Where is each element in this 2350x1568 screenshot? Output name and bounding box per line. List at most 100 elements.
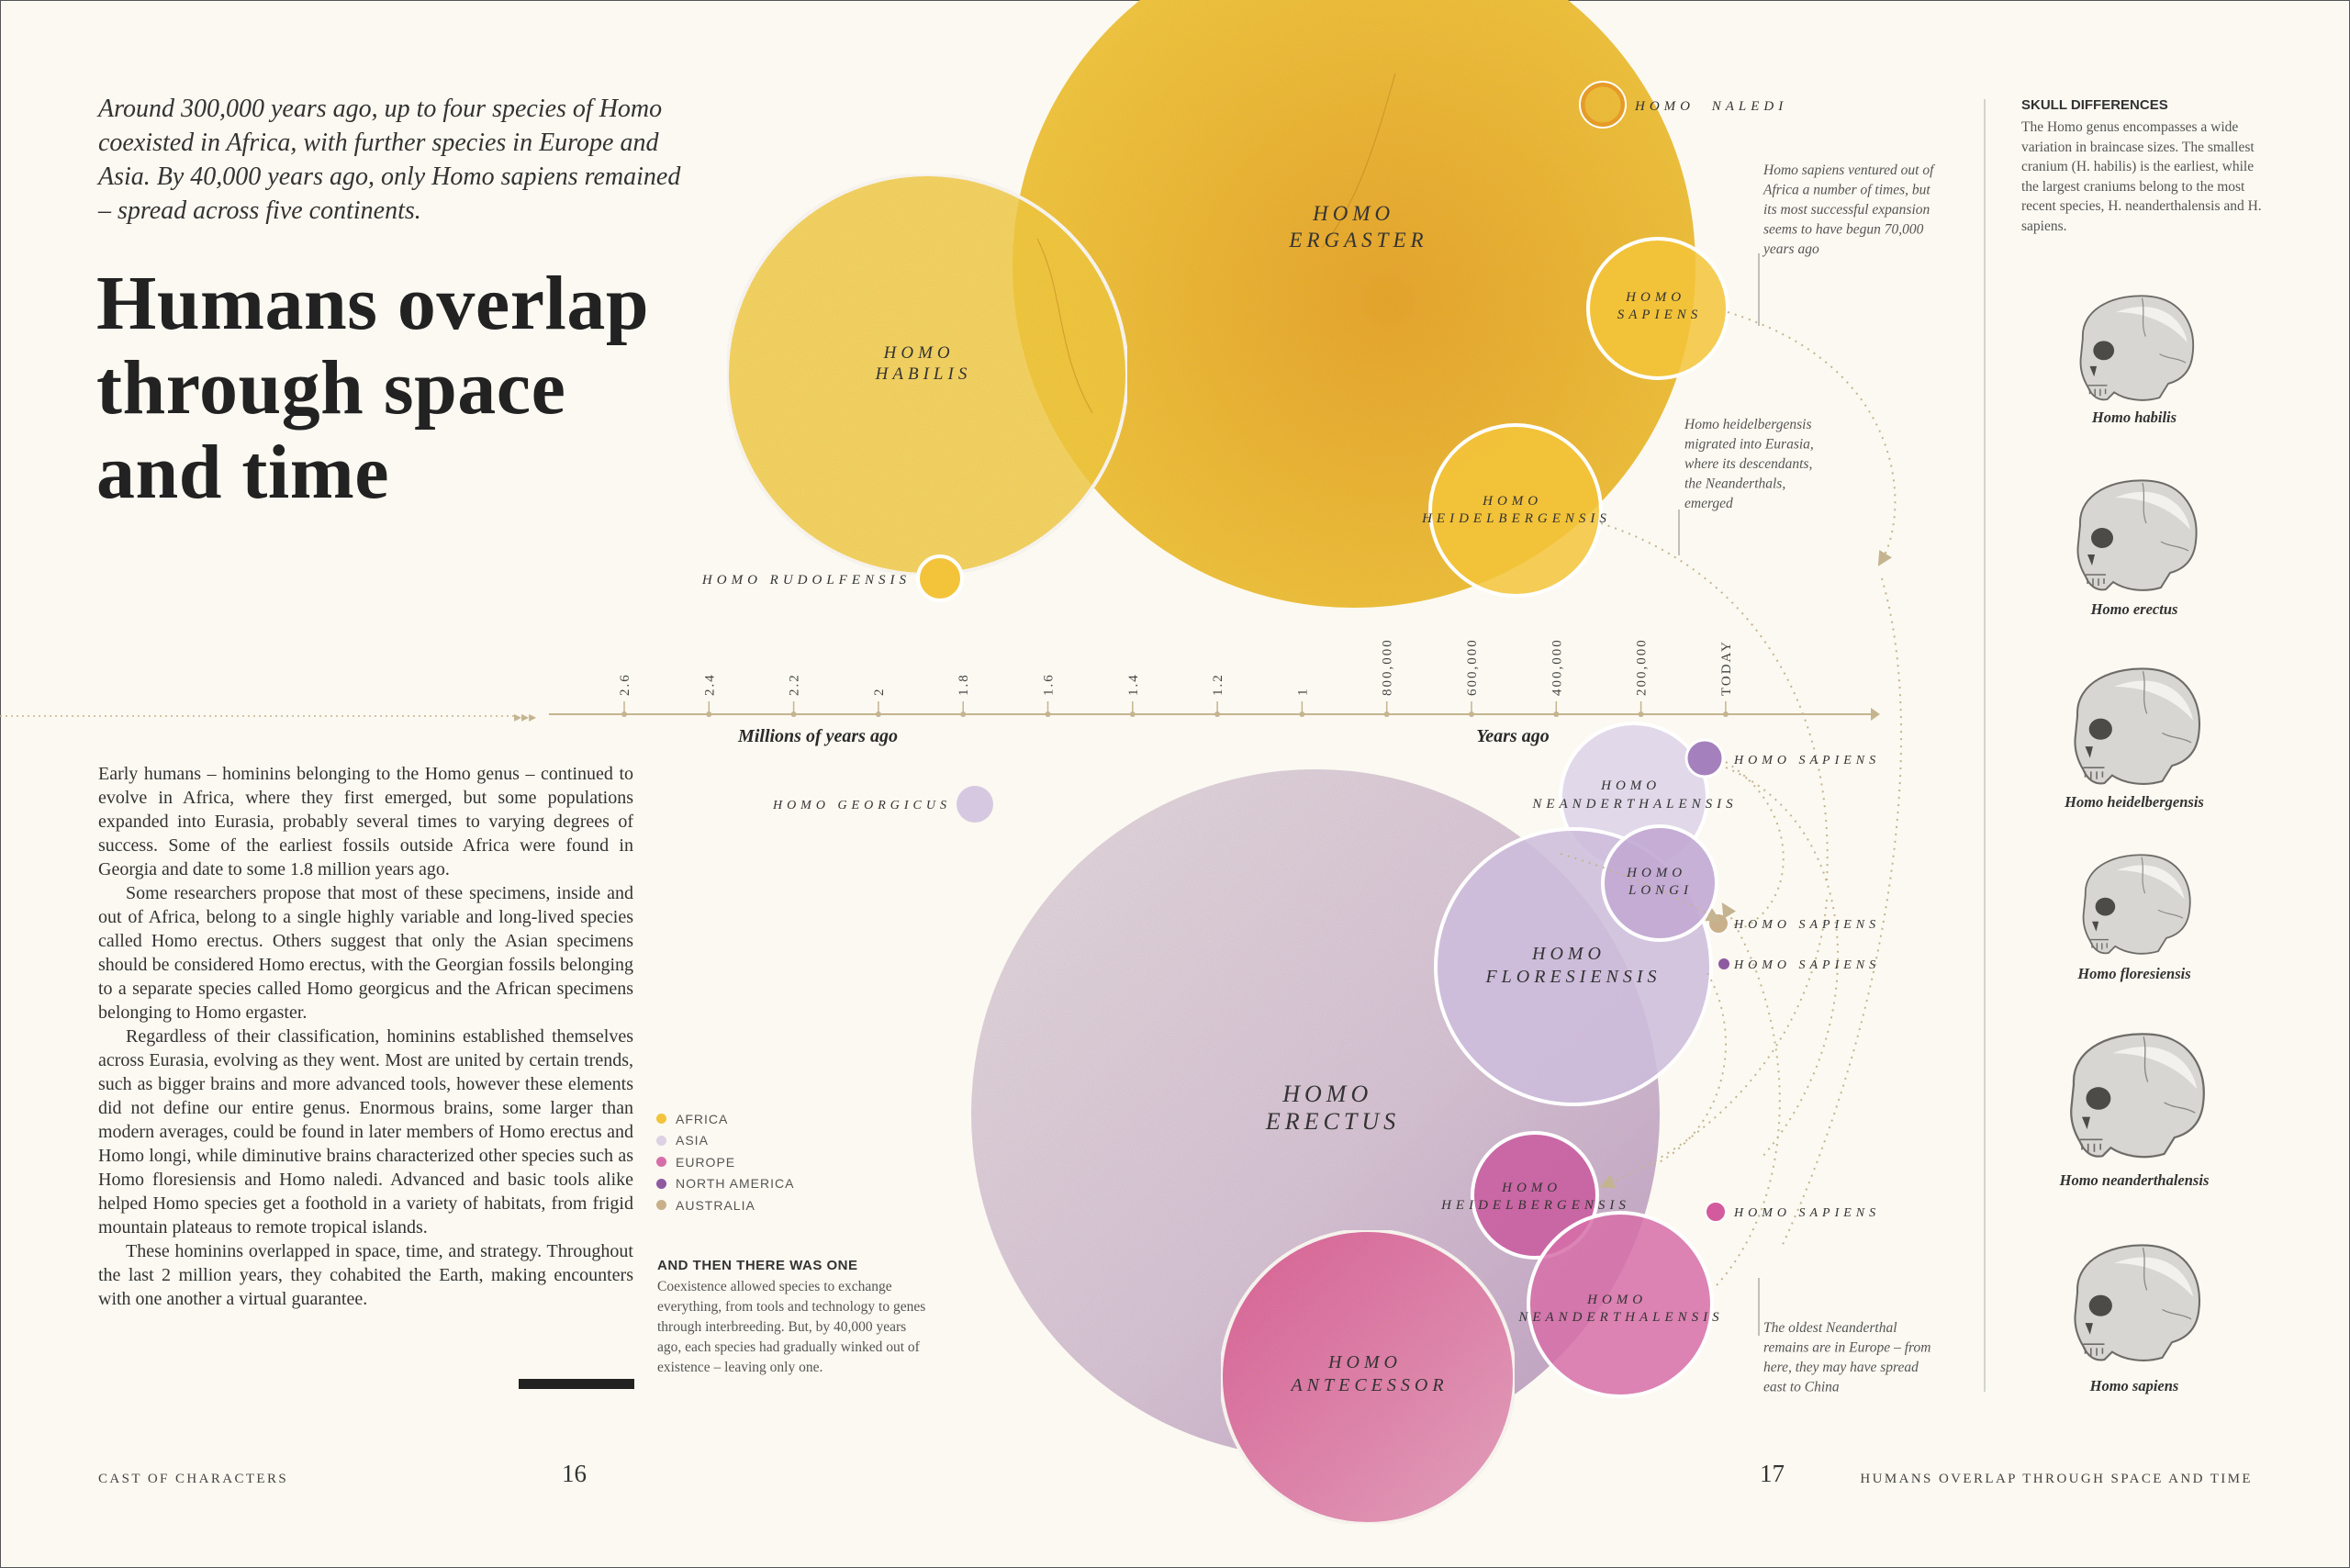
legend-item-europe: EUROPE <box>656 1151 794 1173</box>
skull-label-sapiens: Homo sapiens <box>2089 1377 2179 1394</box>
label-erectus-line2: ERECTUS <box>1265 1108 1400 1135</box>
label-floresiensis: HOMO FLORESIENSIS <box>1484 944 1661 987</box>
label-floresiensis-line2: FLORESIENSIS <box>1484 967 1661 987</box>
annotation-heidel-eurasia-line2: migrated into Eurasia, <box>1684 437 1814 453</box>
timeline-tick-label: 1.6 <box>1042 673 1057 696</box>
timeline-tick-label: 2 <box>872 688 887 697</box>
legend-item-australia: AUSTRALIA <box>656 1194 794 1216</box>
legend-swatch-europe <box>656 1157 666 1168</box>
skull-panel-text: The Homo genus encompasses a wide variat… <box>2021 119 2262 234</box>
timeline-tick-label: 200,000 <box>1635 638 1650 696</box>
timeline-tick-label: 1 <box>1295 688 1310 697</box>
sidebox-text: Coexistence allowed species to exchange … <box>657 1279 926 1375</box>
timeline-tick-label: 600,000 <box>1465 638 1480 696</box>
annotation-heidel-eurasia-line5: emerged <box>1684 496 1733 511</box>
label-longi-line2: LONGI <box>1628 883 1693 898</box>
label-georgicus: HOMO GEORGICUS <box>772 799 951 812</box>
sidebox: AND THEN THERE WAS ONE Coexistence allow… <box>657 1258 933 1378</box>
legend-swatch-africa <box>656 1114 666 1125</box>
timeline-tick-label: 800,000 <box>1381 638 1395 696</box>
label-ergaster-line1: HOMO <box>1312 202 1394 225</box>
label-erectus: HOMO ERECTUS <box>1265 1081 1400 1135</box>
skull-icon <box>2076 479 2198 591</box>
legend-item-asia: ASIA <box>656 1130 794 1152</box>
skull-label-erectus: Homo erectus <box>2090 600 2178 618</box>
label-ergaster: HOMO ERGASTER <box>1288 202 1427 252</box>
path-eurasia-spread-2 <box>1725 761 1785 928</box>
georgicus-circle <box>957 786 993 823</box>
annotations: Homo sapiens ventured out of Africa a nu… <box>1678 162 1937 1395</box>
skull-icon <box>2082 854 2191 955</box>
annotation-sapiens-out-line3: its most successful expansion <box>1763 202 1930 218</box>
path-eurasia-spread-4 <box>1651 972 1727 1167</box>
label-neander-europe-line1: HOMO <box>1586 1293 1647 1307</box>
annotation-oldest-neanderthal: The oldest Neanderthal remains are in Eu… <box>1763 1320 1934 1395</box>
skull-icon <box>2074 667 2201 785</box>
skull-label-habilis: Homo habilis <box>2091 409 2177 426</box>
timeline-tick-label: 1.8 <box>957 673 971 696</box>
section-rule <box>519 1379 634 1389</box>
label-neander-asia-line1: HOMO <box>1600 778 1661 793</box>
legend-label: NORTH AMERICA <box>676 1176 795 1192</box>
skull-icon <box>2070 1033 2205 1159</box>
page-headline: Humans overlap through space and time <box>96 261 650 515</box>
label-longi: HOMO LONGI <box>1626 866 1695 898</box>
path-sapiens-descend <box>1780 577 1903 1249</box>
skull-icon <box>2074 1244 2201 1361</box>
annotation-sapiens-out-line5: years ago <box>1762 241 1819 257</box>
migration-paths <box>1560 311 1903 1286</box>
body-paragraph: Early humans – hominins belonging to the… <box>98 764 633 879</box>
years-axis-label: Years ago <box>1476 726 1549 746</box>
label-neander-asia-line2: NEANDERTHALENSIS <box>1531 797 1737 812</box>
legend-item-africa: AFRICA <box>656 1108 794 1130</box>
legend-label: AFRICA <box>676 1111 729 1126</box>
sidebox-title: AND THEN THERE WAS ONE <box>657 1258 858 1273</box>
annotation-sapiens-out-line4: seems to have begun 70,000 <box>1763 222 1924 238</box>
body-paragraph: Regardless of their classification, homi… <box>98 1026 633 1238</box>
timeline: ▸▸▸ 2.6 2.4 2.2 2 1.8 1.6 1.4 1.2 1 800,000 600,00… <box>0 638 1880 746</box>
sapiens-africa-circle <box>1586 237 1729 380</box>
body-paragraph: Some researchers propose that most of th… <box>98 883 633 1023</box>
texture-crack <box>1036 73 1396 414</box>
label-floresiensis-line1: HOMO <box>1531 944 1606 964</box>
intro-text: Around 300,000 years ago, up to four spe… <box>98 95 681 225</box>
legend-label: ASIA <box>676 1133 709 1148</box>
sapiens-australia-dot <box>1707 913 1729 935</box>
annotation-sapiens-out-line1: Homo sapiens ventured out of <box>1762 162 1936 178</box>
neanderthalensis-europe-circle <box>1527 1211 1714 1398</box>
label-naledi-line2: NALEDI <box>1711 99 1788 114</box>
path-eurasia-spread-1 <box>1599 899 1828 1189</box>
legend-item-north-america: NORTH AMERICA <box>656 1173 794 1195</box>
skull-label-floresiensis: Homo floresiensis <box>2077 965 2191 982</box>
annotation-heidel-eurasia-line4: the Neanderthals, <box>1684 476 1785 492</box>
longi-circle <box>1601 824 1718 942</box>
sapiens-europe-dot <box>1705 1201 1727 1223</box>
label-antecessor: HOMO ANTECESSOR <box>1289 1352 1448 1395</box>
rudolfensis-circle <box>916 554 964 602</box>
millions-axis-label: Millions of years ago <box>737 726 898 746</box>
running-footer-right: HUMANS OVERLAP THROUGH SPACE AND TIME <box>1860 1472 2253 1486</box>
label-heidel-africa: HOMO HEIDELBERGENSIS <box>1421 494 1611 526</box>
label-rudolfensis: HOMO RUDOLFENSIS <box>701 573 911 588</box>
naledi-circle <box>1580 82 1626 128</box>
timeline-tick-label: 2.6 <box>618 673 632 696</box>
annotation-heidel-eurasia-line1: Homo heidelbergensis <box>1684 417 1811 432</box>
annotation-oldest-neanderthal-line3: here, they may have spread <box>1763 1360 1919 1375</box>
label-habilis: HOMO HABILIS <box>875 343 972 384</box>
label-heidel-europe-line1: HOMO <box>1501 1181 1561 1195</box>
label-neander-europe-line2: NEANDERTHALENSIS <box>1517 1310 1723 1325</box>
naledi-circle-ring <box>1579 81 1627 129</box>
label-neander-europe: HOMO NEANDERTHALENSIS <box>1517 1293 1723 1325</box>
legend-swatch-north-america <box>656 1178 666 1189</box>
label-heidel-europe: HOMO HEIDELBERGENSIS <box>1440 1181 1630 1213</box>
timeline-tick-label: 400,000 <box>1550 638 1564 696</box>
label-sapiens-africa: HOMO SAPIENS <box>1617 290 1703 322</box>
annotation-sapiens-out: Homo sapiens ventured out of Africa a nu… <box>1762 162 1937 257</box>
label-sapiens-north-america: HOMO SAPIENS <box>1733 958 1880 972</box>
africa-cluster <box>725 0 1729 608</box>
heidelbergensis-africa-circle <box>1428 423 1603 598</box>
legend-label: EUROPE <box>676 1154 736 1170</box>
label-longi-line1: HOMO <box>1626 866 1686 880</box>
label-sapiens-asia: HOMO SAPIENS <box>1733 754 1880 767</box>
